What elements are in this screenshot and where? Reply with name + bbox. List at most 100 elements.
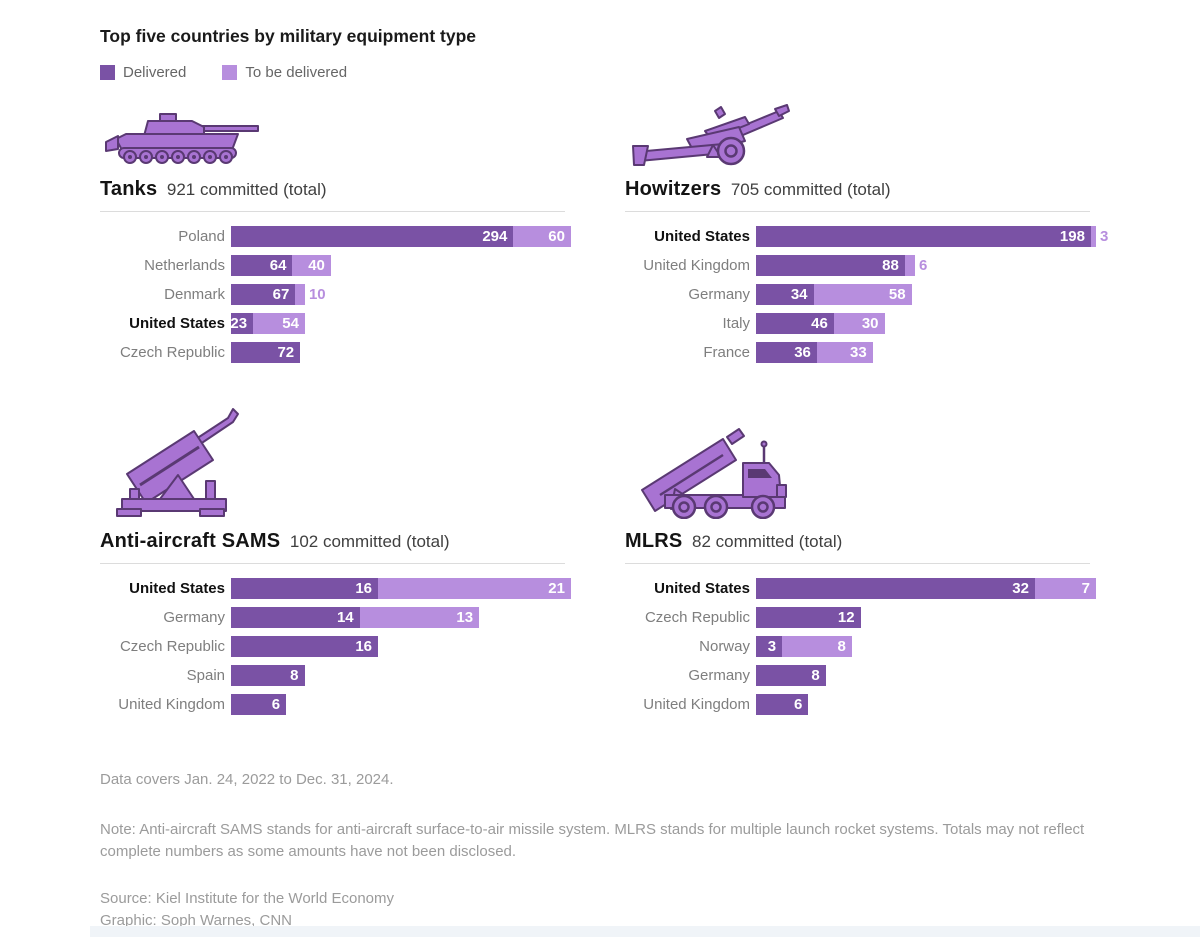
value-label: 14: [336, 609, 354, 626]
bar-rows: United States 32 7 Czech Republic 12 Norway 3 8…: [625, 578, 1096, 715]
bar-area: 14 13: [231, 607, 571, 628]
bar-delivered: 16: [231, 578, 379, 599]
bar-row: France 36 33: [625, 342, 1090, 363]
value-label-outside: 3: [1099, 228, 1109, 245]
bar-delivered: 67: [231, 284, 296, 305]
country-label: Germany: [163, 609, 225, 626]
charts-grid: Tanks 921 committed (total) Poland 294 60 N…: [100, 103, 1108, 723]
value-label: 40: [308, 257, 325, 274]
bar-rows: United States 16 21 Germany 14 13 Czech Republ…: [100, 578, 571, 715]
footnotes: Data covers Jan. 24, 2022 to Dec. 31, 20…: [100, 769, 1095, 932]
value-label-outside: 6: [918, 257, 928, 274]
bar-area: 46 30: [756, 313, 1096, 334]
value-label: 294: [482, 228, 508, 245]
bar-row: Spain 8: [100, 665, 565, 686]
bar-area: 32 7: [756, 578, 1096, 599]
divider: [100, 211, 565, 212]
value-label: 21: [548, 580, 565, 597]
country-label: Italy: [722, 315, 750, 332]
value-label: 60: [548, 228, 565, 245]
bar-delivered: 88: [756, 255, 905, 276]
value-label: 13: [456, 609, 474, 626]
bar-row: Poland 294 60: [100, 226, 571, 247]
bar-to-be-delivered: 13: [359, 607, 480, 628]
methodology-note: Note: Anti-aircraft SAMS stands for anti…: [100, 820, 1085, 860]
value-label: 33: [850, 344, 867, 361]
value-label: 58: [888, 286, 906, 303]
bar-delivered: 36: [756, 342, 817, 363]
section-heading: Tanks 921 committed (total): [100, 177, 565, 201]
bar-delivered: 32: [756, 578, 1035, 599]
legend-item-delivered: Delivered: [100, 64, 186, 81]
bar-to-be-delivered: 54: [253, 313, 305, 334]
bar-rows: United States 198 3 United Kingdom 88 6 German…: [625, 226, 1108, 363]
bar-row: Italy 46 30: [625, 313, 1090, 334]
bar-row: Netherlands 64 40: [100, 255, 565, 276]
legend-item-to-be-delivered: To be delivered: [222, 64, 347, 81]
divider: [625, 563, 1090, 564]
legend: Delivered To be delivered: [100, 64, 1095, 81]
value-label: 16: [355, 638, 373, 655]
bar-to-be-delivered: 8: [782, 636, 852, 657]
bar-area: 6: [231, 694, 571, 715]
bar-row: Germany 14 13: [100, 607, 565, 628]
bar-delivered: 8: [231, 665, 305, 686]
bar-area: 23 54: [230, 313, 571, 334]
source-line: Source: Kiel Institute for the World Eco…: [100, 890, 395, 908]
bar-area: 67 10: [231, 284, 571, 305]
bar-area: 198 3: [756, 226, 1108, 247]
mlrs-icon: [625, 397, 1090, 519]
country-label: Germany: [688, 667, 750, 684]
country-label: United Kingdom: [118, 696, 225, 713]
bar-area: 12: [756, 607, 1096, 628]
bar-to-be-delivered: [295, 284, 305, 305]
bar-delivered: 16: [231, 636, 379, 657]
country-label: France: [703, 344, 750, 361]
sam-launcher-icon: [100, 397, 565, 519]
country-label: Spain: [186, 667, 225, 684]
bar-to-be-delivered: 58: [813, 284, 912, 305]
country-label: Denmark: [164, 286, 225, 303]
bar-delivered: 64: [231, 255, 293, 276]
country-label: United States: [654, 580, 750, 597]
mlrs-section: MLRS 82 committed (total) United States 3…: [625, 397, 1096, 723]
section-subtitle: 82 committed (total): [692, 532, 843, 551]
bar-delivered: 6: [756, 694, 809, 715]
country-label: Poland: [178, 228, 225, 245]
bar-area: 36 33: [756, 342, 1096, 363]
tank-icon: [100, 103, 565, 167]
value-label: 54: [282, 315, 299, 332]
value-label: 6: [793, 696, 803, 713]
bar-row: United States 16 21: [100, 578, 571, 599]
bar-area: 16: [231, 636, 571, 657]
anti-aircraft-sams-section: Anti-aircraft SAMS 102 committed (total)…: [100, 397, 571, 723]
tanks-section: Tanks 921 committed (total) Poland 294 60 N…: [100, 103, 571, 371]
bar-row: Germany 8: [625, 665, 1090, 686]
bar-row: United Kingdom 88 6: [625, 255, 1090, 276]
bar-to-be-delivered: 60: [513, 226, 571, 247]
bar-to-be-delivered: 30: [833, 313, 885, 334]
divider: [625, 211, 1090, 212]
country-label: United States: [654, 228, 750, 245]
bar-to-be-delivered: [1090, 226, 1096, 247]
section-subtitle: 921 committed (total): [166, 180, 327, 199]
bottom-strip: [90, 926, 1200, 937]
bar-delivered: 46: [756, 313, 834, 334]
legend-label-to-be-delivered: To be delivered: [245, 64, 348, 81]
country-label: Czech Republic: [119, 638, 225, 655]
value-label: 12: [837, 609, 855, 626]
bar-area: 88 6: [756, 255, 1096, 276]
legend-label-delivered: Delivered: [123, 64, 187, 81]
bar-to-be-delivered: 7: [1034, 578, 1096, 599]
bar-delivered: 3: [756, 636, 783, 657]
data-coverage-note: Data covers Jan. 24, 2022 to Dec. 31, 20…: [100, 771, 394, 788]
page-title: Top five countries by military equipment…: [100, 26, 476, 46]
bar-to-be-delivered: 21: [378, 578, 571, 599]
bar-area: 34 58: [756, 284, 1096, 305]
bar-area: 6: [756, 694, 1096, 715]
country-label: Czech Republic: [644, 609, 750, 626]
value-label: 32: [1012, 580, 1029, 597]
bar-area: 294 60: [231, 226, 571, 247]
bar-row: Czech Republic 16: [100, 636, 565, 657]
country-label: Netherlands: [144, 257, 225, 274]
